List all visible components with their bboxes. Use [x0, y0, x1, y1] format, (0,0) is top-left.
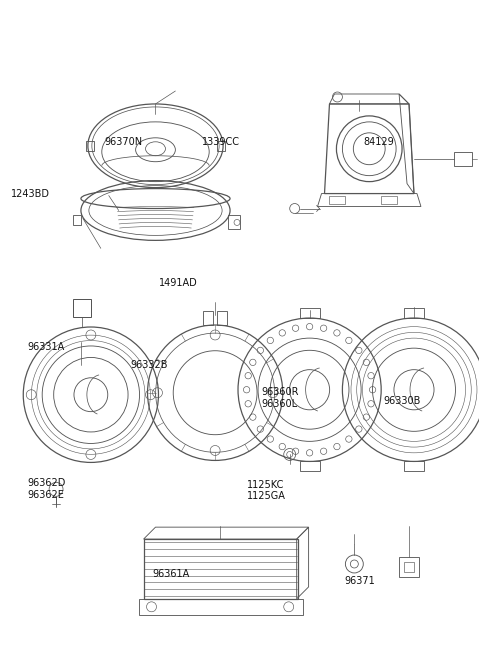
Text: 96331A: 96331A: [28, 342, 65, 352]
Bar: [404, 461, 424, 472]
Bar: [86, 141, 94, 151]
Bar: [404, 308, 424, 318]
Text: 96371: 96371: [344, 576, 375, 586]
Bar: [399, 557, 419, 577]
Bar: [404, 562, 414, 572]
Bar: [144, 539, 298, 599]
Bar: [300, 308, 320, 318]
Text: 96361A: 96361A: [152, 569, 190, 579]
Text: 96370N: 96370N: [104, 137, 142, 147]
Bar: [300, 461, 320, 472]
Bar: [217, 311, 227, 325]
Text: 96362D
96362E: 96362D 96362E: [28, 478, 66, 500]
Bar: [381, 196, 397, 204]
Text: 96330B: 96330B: [384, 396, 421, 405]
Bar: [217, 141, 225, 151]
Bar: [454, 152, 472, 166]
Bar: [73, 215, 81, 225]
Text: 96332B: 96332B: [131, 360, 168, 370]
Text: 1339CC: 1339CC: [202, 137, 240, 147]
Text: 84129: 84129: [363, 137, 394, 147]
Text: 96360R
96360L: 96360R 96360L: [262, 387, 299, 409]
Text: 1491AD: 1491AD: [158, 278, 197, 288]
Text: 1243BD: 1243BD: [11, 189, 49, 199]
Bar: [139, 599, 302, 615]
Bar: [228, 215, 240, 229]
Bar: [329, 196, 346, 204]
Bar: [73, 299, 91, 317]
Bar: [203, 311, 213, 325]
Text: 1125KC
1125GA: 1125KC 1125GA: [247, 479, 286, 501]
